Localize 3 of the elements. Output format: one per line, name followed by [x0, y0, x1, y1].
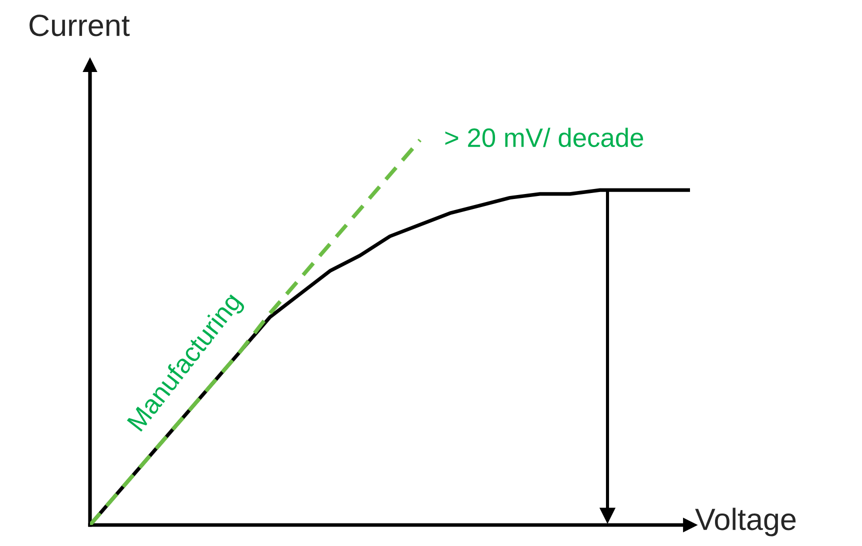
y-axis-title: Current	[30, 14, 130, 36]
annotation: > 20 mV/ decade	[445, 128, 644, 148]
x-axis-title: Voltage	[695, 508, 796, 536]
